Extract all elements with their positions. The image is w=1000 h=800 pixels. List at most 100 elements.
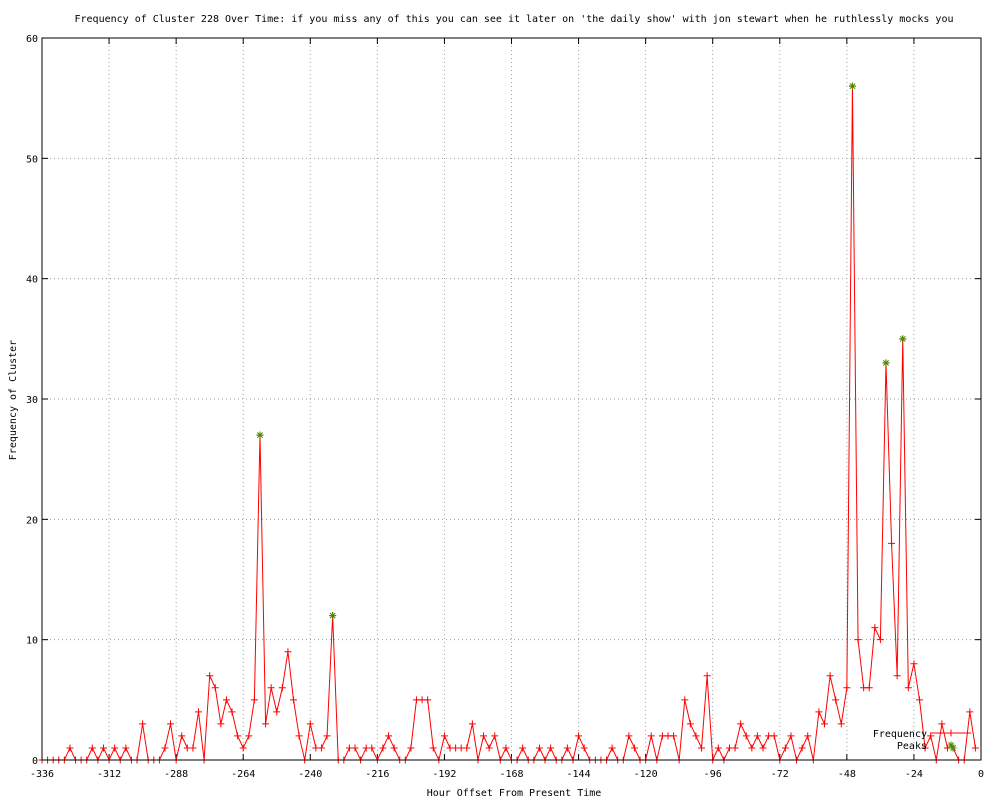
point-marker bbox=[854, 636, 862, 644]
point-marker bbox=[284, 648, 292, 656]
x-tick-label: -264 bbox=[231, 769, 255, 780]
x-tick-label: 0 bbox=[978, 769, 984, 780]
point-marker bbox=[832, 696, 840, 704]
point-marker bbox=[547, 744, 555, 752]
point-marker bbox=[468, 720, 476, 728]
plot-frame bbox=[41, 37, 982, 761]
point-marker bbox=[99, 744, 107, 752]
point-marker bbox=[681, 696, 689, 704]
point-marker bbox=[580, 744, 588, 752]
point-marker bbox=[731, 744, 739, 752]
point-marker bbox=[876, 636, 884, 644]
point-marker bbox=[66, 744, 74, 752]
point-marker bbox=[317, 744, 325, 752]
point-marker bbox=[781, 744, 789, 752]
point-marker bbox=[703, 672, 711, 680]
legend-marker bbox=[947, 729, 955, 737]
point-marker bbox=[893, 672, 901, 680]
point-marker bbox=[821, 720, 828, 728]
point-marker bbox=[351, 744, 359, 752]
point-marker bbox=[379, 744, 387, 752]
point-marker bbox=[843, 684, 851, 692]
point-marker bbox=[698, 744, 706, 752]
series-line bbox=[42, 86, 976, 762]
point-marker bbox=[748, 744, 756, 752]
point-marker bbox=[273, 708, 281, 716]
point-marker bbox=[865, 684, 873, 692]
point-marker bbox=[871, 624, 879, 632]
point-marker bbox=[239, 744, 247, 752]
point-marker bbox=[250, 696, 258, 704]
legend-label: Frequency bbox=[873, 729, 927, 740]
point-marker bbox=[189, 744, 197, 752]
point-marker bbox=[966, 708, 974, 716]
point-marker bbox=[625, 732, 633, 740]
x-tick-label: -336 bbox=[30, 769, 54, 780]
y-tick-label: 40 bbox=[26, 275, 38, 286]
y-axis-label: Frequency of Cluster bbox=[8, 340, 19, 460]
point-marker bbox=[904, 684, 912, 692]
point-marker bbox=[323, 732, 331, 740]
point-marker bbox=[837, 720, 845, 728]
point-marker bbox=[787, 732, 795, 740]
point-marker bbox=[804, 732, 812, 740]
y-tick-label: 60 bbox=[26, 34, 38, 45]
point-marker bbox=[295, 732, 303, 740]
point-marker bbox=[228, 708, 236, 716]
point-marker bbox=[122, 744, 130, 752]
point-marker bbox=[910, 660, 918, 668]
point-marker bbox=[262, 720, 270, 728]
point-marker bbox=[267, 684, 275, 692]
point-marker bbox=[848, 82, 856, 90]
point-marker bbox=[178, 732, 186, 740]
point-marker bbox=[737, 720, 745, 728]
point-marker bbox=[491, 732, 499, 740]
point-marker bbox=[921, 744, 929, 752]
point-marker bbox=[234, 732, 242, 740]
point-marker bbox=[368, 744, 376, 752]
point-marker bbox=[647, 732, 655, 740]
y-tick-label: 30 bbox=[26, 395, 38, 406]
point-marker bbox=[485, 744, 493, 752]
x-tick-label: -144 bbox=[567, 769, 591, 780]
point-marker bbox=[88, 744, 96, 752]
x-tick-label: -24 bbox=[905, 769, 923, 780]
legend-marker bbox=[947, 741, 955, 749]
point-marker bbox=[390, 744, 398, 752]
point-marker bbox=[630, 744, 638, 752]
point-marker bbox=[938, 720, 946, 728]
point-marker bbox=[770, 732, 778, 740]
point-marker bbox=[111, 744, 119, 752]
point-marker bbox=[826, 672, 834, 680]
point-marker bbox=[927, 732, 935, 740]
point-marker bbox=[798, 744, 806, 752]
point-marker bbox=[245, 732, 253, 740]
x-tick-label: -240 bbox=[298, 769, 322, 780]
point-marker bbox=[385, 732, 393, 740]
x-tick-label: -96 bbox=[704, 769, 722, 780]
point-marker bbox=[563, 744, 571, 752]
point-marker bbox=[916, 696, 924, 704]
point-marker bbox=[759, 744, 767, 752]
point-marker bbox=[407, 744, 415, 752]
point-marker bbox=[742, 732, 750, 740]
y-tick-label: 50 bbox=[26, 154, 38, 165]
point-marker bbox=[714, 744, 722, 752]
y-tick-label: 0 bbox=[32, 756, 38, 767]
chart-title: Frequency of Cluster 228 Over Time: if y… bbox=[75, 14, 954, 25]
point-marker bbox=[217, 720, 225, 728]
point-marker bbox=[440, 732, 448, 740]
point-marker bbox=[424, 696, 432, 704]
point-marker bbox=[971, 744, 979, 752]
x-tick-label: -312 bbox=[97, 769, 121, 780]
legend-label: Peaks bbox=[897, 741, 927, 752]
point-marker bbox=[429, 744, 437, 752]
point-marker bbox=[329, 612, 337, 620]
x-axis-label: Hour Offset From Present Time bbox=[427, 788, 602, 799]
point-marker bbox=[686, 720, 694, 728]
point-marker bbox=[167, 720, 175, 728]
point-marker bbox=[139, 720, 147, 728]
